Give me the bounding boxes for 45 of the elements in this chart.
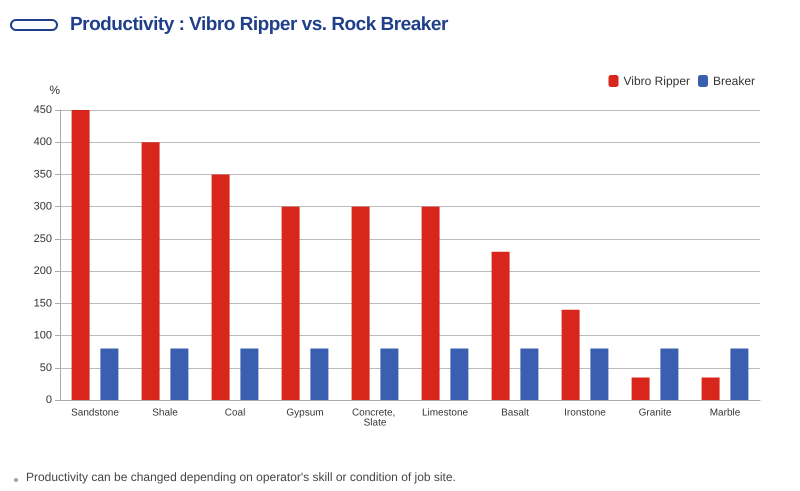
y-tick-label: 400: [34, 136, 52, 148]
bar: [100, 348, 118, 400]
y-tick-label: 250: [34, 232, 52, 245]
bar: [660, 348, 678, 400]
x-tick-label: Granite: [638, 408, 672, 418]
x-tick-label: Ironstone: [564, 408, 606, 418]
x-tick-label: Concrete, Slate: [352, 408, 398, 428]
bar: [282, 206, 300, 400]
bar: [142, 142, 160, 400]
x-tick-label: Gypsum: [286, 408, 324, 418]
x-tick-label: Sandstone: [71, 408, 120, 418]
x-tick-label: Coal: [224, 408, 246, 418]
bar: [520, 348, 538, 400]
x-tick-label: Marble: [710, 408, 741, 418]
bar: [212, 174, 230, 400]
bar: [352, 206, 370, 400]
y-tick-label: 0: [46, 394, 52, 406]
y-tick-label: 200: [34, 265, 52, 278]
bar: [702, 377, 720, 400]
bar: [72, 110, 90, 400]
y-tick-label: 150: [34, 297, 52, 310]
chart-title: Productivity : Vibro Ripper vs. Rock Breaker: [70, 14, 448, 36]
y-tick-label: 350: [34, 168, 52, 180]
bar: [492, 252, 510, 400]
bar: [632, 377, 650, 400]
bar: [730, 348, 748, 400]
bar: [380, 348, 398, 400]
y-tick-label: 50: [40, 362, 52, 374]
bar: [310, 348, 328, 400]
y-tick-label: 300: [34, 200, 52, 213]
bar: [450, 348, 468, 400]
legend-label: Vibro Ripper: [624, 74, 690, 88]
y-axis-title: %: [49, 83, 60, 97]
x-tick-label: Shale: [152, 408, 178, 418]
bar: [240, 348, 258, 400]
x-tick-label: Basalt: [501, 408, 530, 418]
bar: [562, 310, 580, 400]
legend-label: Breaker: [712, 74, 756, 88]
text: Productivity can be changed depending on operator's skill or condition of job site.: [26, 470, 456, 484]
bar: [422, 206, 440, 400]
bar: [590, 348, 608, 400]
x-tick-label: Limestone: [422, 408, 469, 418]
y-tick-label: 100: [34, 330, 52, 342]
bar: [170, 348, 188, 400]
y-tick-label: 450: [34, 104, 52, 116]
